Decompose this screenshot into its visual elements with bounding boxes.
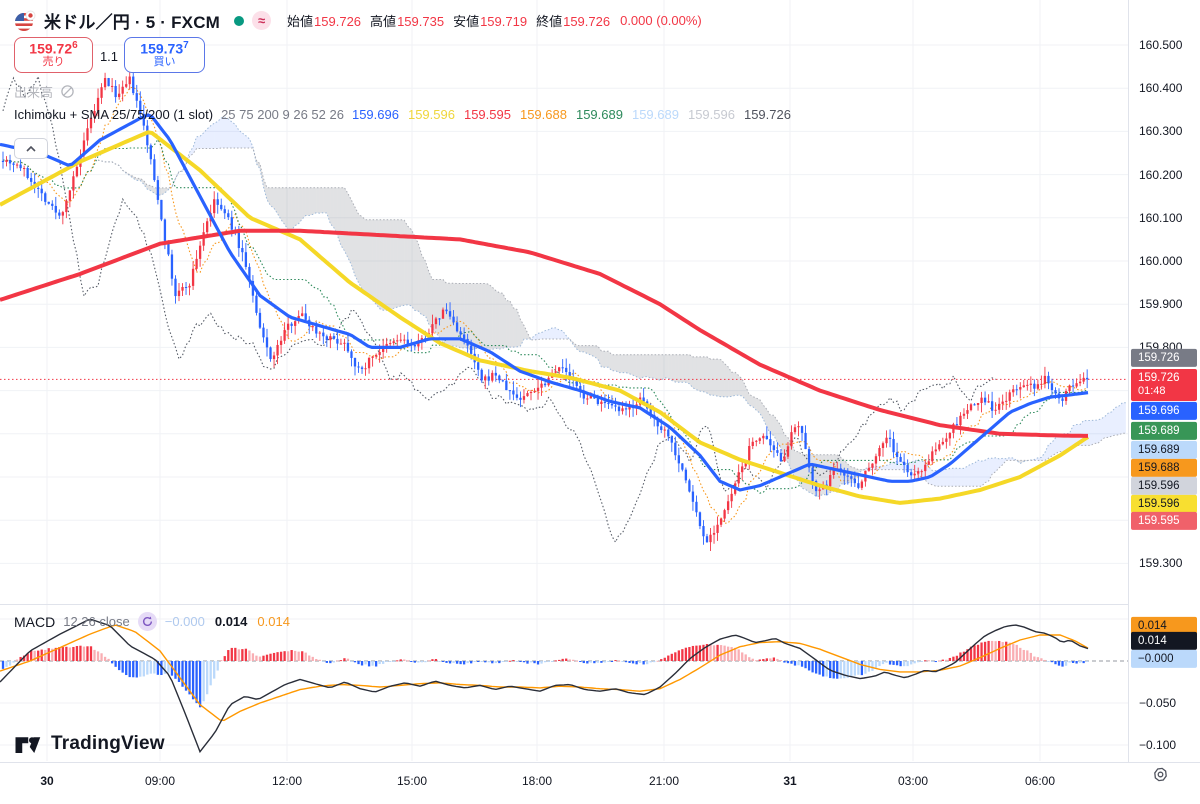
sell-label: 売り	[42, 56, 65, 69]
close-label: 終値	[536, 14, 563, 29]
indicator-value-4: 159.689	[575, 107, 623, 122]
indicator-title[interactable]: Ichimoku + SMA 25/75/200 (1 slot)	[14, 107, 214, 122]
time-axis[interactable]: 30 09:00 12:00 15:00 18:00 21:00 31 03:00 06:00	[0, 762, 1200, 804]
axis-label: 160.100	[1139, 211, 1183, 225]
indicator-values: 159.696 159.596 159.595 159.688 159.689 159.6…	[352, 107, 791, 122]
time-label: 21:00	[648, 774, 680, 788]
time-label: 30	[40, 774, 54, 788]
time-label: 18:00	[521, 774, 553, 788]
indicator-value-2: 159.595	[463, 107, 511, 122]
indicator-value-7: 159.726	[743, 107, 791, 122]
chevron-up-icon	[26, 145, 36, 152]
approx-data-icon[interactable]: ≈	[252, 11, 272, 30]
time-label: 09:00	[144, 774, 176, 788]
indicator-value-5: 159.689	[631, 107, 679, 122]
price-badge: 159.596	[1131, 494, 1197, 514]
axis-label: 159.300	[1139, 556, 1183, 570]
sell-price: 159.72	[29, 40, 73, 57]
price-badge: −0.000	[1131, 649, 1197, 669]
price-badge: 159.595	[1131, 511, 1197, 531]
indicator-value-0: 159.696	[351, 107, 399, 122]
time-label: 15:00	[396, 774, 428, 788]
sell-price-sup: 6	[72, 40, 78, 52]
market-status-icon	[234, 15, 245, 26]
change-value: 0.000 (0.00%)	[620, 13, 702, 28]
axis-label: 160.500	[1139, 38, 1183, 52]
buy-button[interactable]: 159.737 買い	[124, 37, 205, 73]
spread-value: 1.1	[99, 49, 119, 64]
macd-title[interactable]: MACD	[14, 613, 56, 630]
price-badge: 159.688	[1131, 458, 1197, 478]
tradingview-mark-icon	[15, 737, 41, 753]
axis-label: 160.000	[1139, 254, 1183, 268]
low-value: 159.719	[480, 14, 528, 29]
macd-value-2: 0.014	[257, 614, 290, 629]
price-axis[interactable]: 160.500 160.400 160.300 160.200 160.100 160.0…	[1128, 0, 1200, 762]
buy-price: 159.73	[140, 40, 184, 57]
close-value: 159.726	[563, 14, 611, 29]
tradingview-logo[interactable]: TradingView	[14, 733, 165, 755]
macd-legend[interactable]: MACD 12 26 close −0.000 0.014 0.014	[14, 612, 290, 631]
indicator-legend[interactable]: Ichimoku + SMA 25/75/200 (1 slot) 25 75 …	[14, 107, 791, 122]
buy-price-sup: 7	[183, 40, 189, 52]
macd-value-0: −0.000	[164, 614, 205, 629]
price-badge: 159.689	[1131, 440, 1197, 460]
pane-separator[interactable]	[0, 604, 1200, 605]
axis-label: −0.050	[1139, 696, 1177, 710]
refresh-icon[interactable]	[137, 612, 157, 631]
macd-value-1: 0.014	[214, 614, 248, 629]
price-badge: 0.014	[1131, 631, 1197, 651]
price-badge: 159.696	[1131, 401, 1197, 421]
open-value: 159.726	[314, 14, 362, 29]
time-label: 03:00	[897, 774, 929, 788]
high-value: 159.735	[397, 14, 445, 29]
macd-params: 12 26 close	[63, 614, 130, 629]
axis-label: −0.100	[1139, 738, 1177, 752]
macd-values: −0.000 0.014 0.014	[165, 614, 290, 629]
volume-label[interactable]: 出来高	[14, 85, 54, 100]
buy-label: 買い	[153, 56, 176, 69]
indicator-value-1: 159.596	[407, 107, 455, 122]
chart-canvas[interactable]	[0, 0, 1128, 762]
high-label: 高値	[370, 14, 397, 29]
tradingview-logo-text: TradingView	[51, 733, 165, 754]
price-badge: 0.014	[1131, 616, 1197, 636]
ohlc-row: 始値159.726 高値159.735 安値159.719 終値159.726 …	[287, 11, 702, 30]
price-badge: 159.596	[1131, 476, 1197, 496]
price-badge: 159.689	[1131, 421, 1197, 441]
axis-label: 160.300	[1139, 124, 1183, 138]
price-badge: 159.726 01:48	[1131, 368, 1197, 402]
axis-label: 160.400	[1139, 81, 1183, 95]
axis-label: 159.900	[1139, 297, 1183, 311]
time-axis-settings-button[interactable]	[1152, 766, 1169, 788]
symbol-flag-icon	[15, 10, 36, 31]
legend-collapse-button[interactable]	[14, 138, 48, 159]
indicator-value-6: 159.596	[687, 107, 735, 122]
gear-icon	[1154, 767, 1167, 782]
time-label: 12:00	[271, 774, 303, 788]
time-label: 31	[783, 774, 797, 788]
low-label: 安値	[453, 14, 480, 29]
open-label: 始値	[287, 14, 314, 29]
price-badge: 159.726	[1131, 348, 1197, 368]
sell-button[interactable]: 159.726 売り	[14, 37, 93, 73]
indicator-value-3: 159.688	[519, 107, 567, 122]
axis-label: 160.200	[1139, 168, 1183, 182]
indicator-params: 25 75 200 9 26 52 26	[221, 107, 344, 122]
time-label: 06:00	[1024, 774, 1056, 788]
symbol-title[interactable]: 米ドル／円 · 5 · FXCM	[44, 13, 221, 32]
eye-hidden-icon[interactable]	[60, 84, 75, 99]
